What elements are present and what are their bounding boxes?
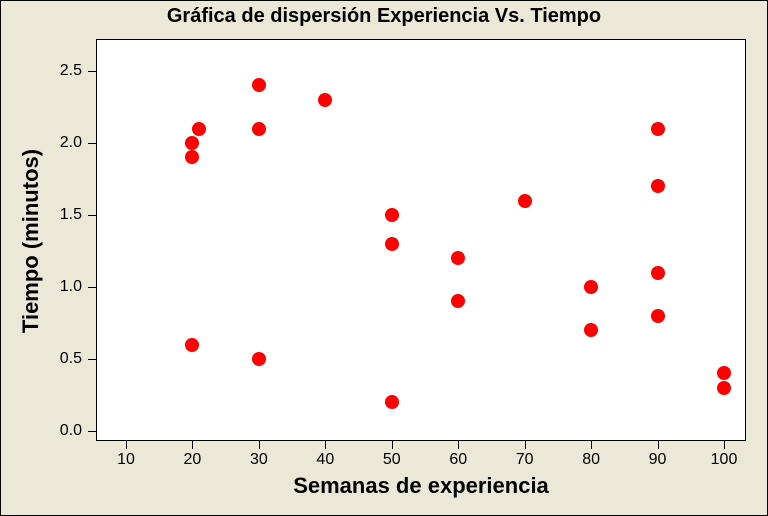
data-point (252, 352, 266, 366)
y-tick (88, 215, 96, 216)
x-tick (126, 441, 127, 449)
data-point (651, 266, 665, 280)
data-point (185, 150, 199, 164)
data-point (185, 136, 199, 150)
x-tick-label: 20 (177, 451, 207, 469)
x-tick (724, 441, 725, 449)
x-tick (591, 441, 592, 449)
x-tick-label: 70 (510, 451, 540, 469)
data-point (651, 179, 665, 193)
x-tick-label: 60 (443, 451, 473, 469)
x-tick-label: 80 (576, 451, 606, 469)
data-point (192, 122, 206, 136)
y-tick (88, 431, 96, 432)
y-tick-label: 2.0 (60, 134, 82, 152)
x-tick (192, 441, 193, 449)
x-tick-label: 30 (244, 451, 274, 469)
data-point (584, 323, 598, 337)
x-tick (259, 441, 260, 449)
chart-outer: Gráfica de dispersión Experiencia Vs. Ti… (0, 0, 768, 516)
y-tick-label: 0.0 (60, 422, 82, 440)
data-point (717, 366, 731, 380)
data-point (451, 294, 465, 308)
x-axis-label: Semanas de experiencia (96, 473, 746, 499)
data-point (185, 338, 199, 352)
y-tick (88, 287, 96, 288)
data-point (651, 122, 665, 136)
data-point (252, 78, 266, 92)
y-tick-label: 1.0 (60, 278, 82, 296)
data-point (518, 194, 532, 208)
x-tick-label: 40 (310, 451, 340, 469)
data-point (385, 237, 399, 251)
data-point (385, 208, 399, 222)
data-point (318, 93, 332, 107)
y-tick (88, 143, 96, 144)
x-tick-label: 100 (709, 451, 739, 469)
y-tick (88, 71, 96, 72)
x-tick (525, 441, 526, 449)
data-point (451, 251, 465, 265)
x-tick (458, 441, 459, 449)
x-tick (658, 441, 659, 449)
data-point (584, 280, 598, 294)
plot-area (96, 39, 746, 441)
y-tick (88, 359, 96, 360)
data-point (385, 395, 399, 409)
x-tick (392, 441, 393, 449)
data-point (717, 381, 731, 395)
x-tick-label: 90 (643, 451, 673, 469)
data-point (252, 122, 266, 136)
data-point (651, 309, 665, 323)
y-tick-label: 1.5 (60, 206, 82, 224)
x-tick (325, 441, 326, 449)
y-tick-label: 0.5 (60, 350, 82, 368)
x-tick-label: 10 (111, 451, 141, 469)
chart-title: Gráfica de dispersión Experiencia Vs. Ti… (1, 5, 767, 28)
y-axis-label: Tiempo (minutos) (18, 141, 44, 341)
x-tick-label: 50 (377, 451, 407, 469)
y-tick-label: 2.5 (60, 62, 82, 80)
